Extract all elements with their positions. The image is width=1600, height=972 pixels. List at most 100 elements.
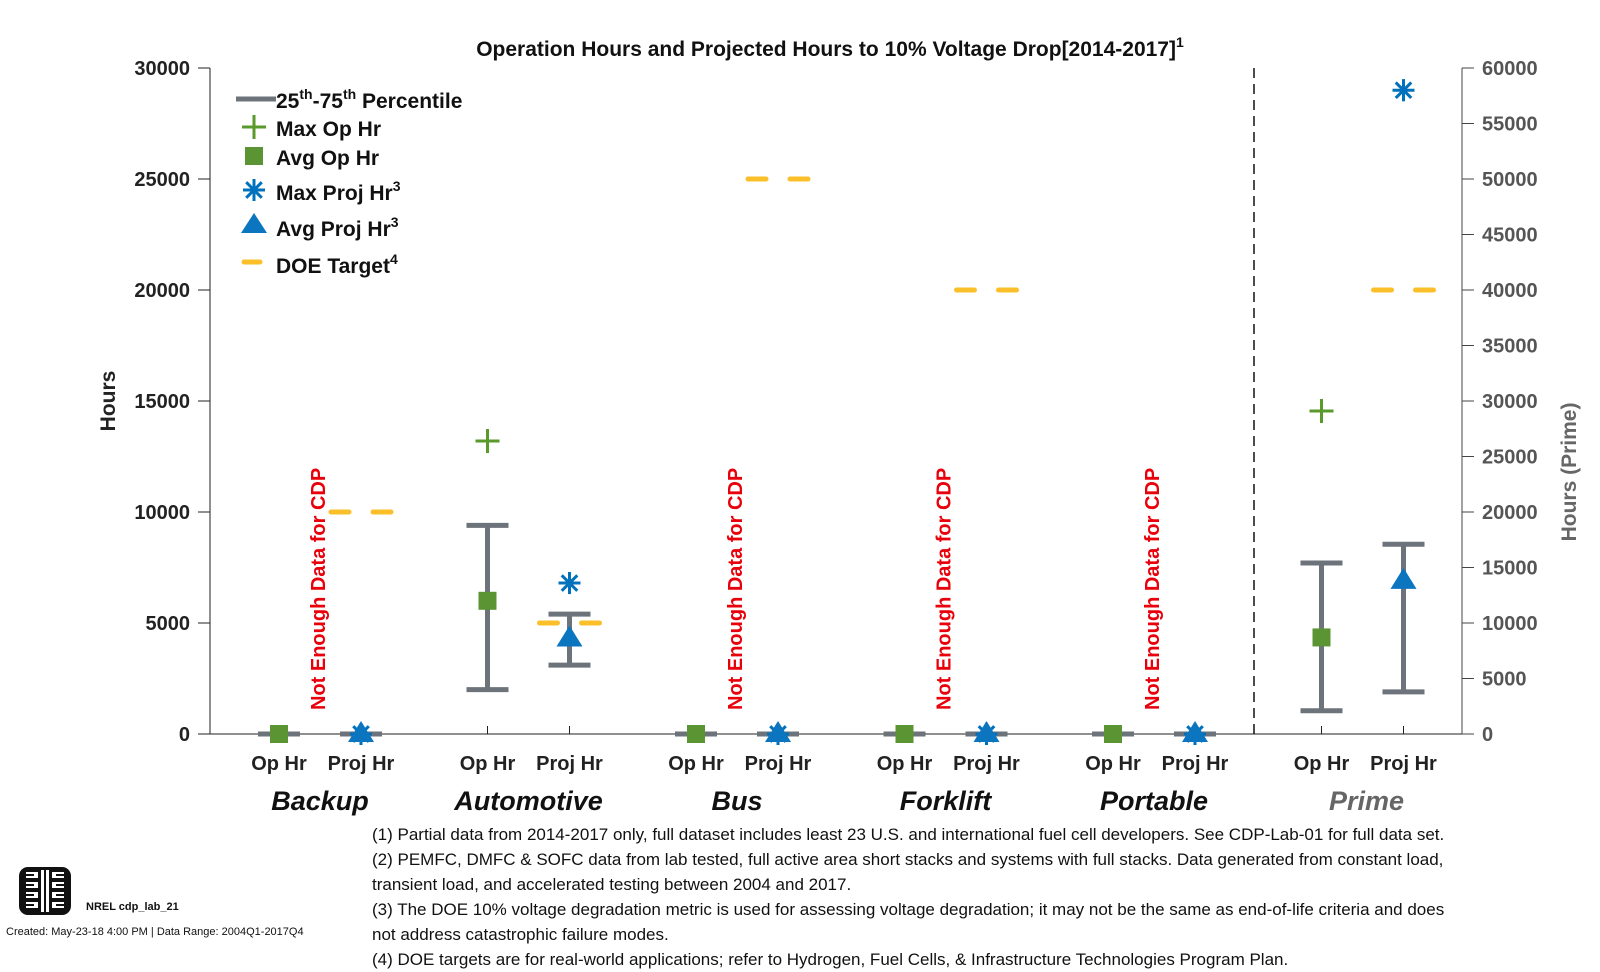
y-tick-label-right: 10000 (1482, 613, 1538, 635)
legend-label: DOE Target4 (276, 251, 398, 278)
avg-proj-marker (556, 625, 583, 647)
chart-title: Operation Hours and Projected Hours to 1… (476, 34, 1184, 61)
x-tick-label-op: Op Hr (1294, 753, 1350, 775)
category-label: Automotive (453, 786, 603, 816)
y-tick-label-left: 0 (179, 724, 190, 746)
legend-text: 25 (276, 90, 300, 113)
insufficient-data-note: Not Enough Data for CDP (308, 468, 330, 710)
legend-text: Max Proj Hr (276, 182, 393, 205)
x-tick-label-op: Op Hr (1085, 753, 1141, 775)
y-tick-label-right: 60000 (1482, 58, 1538, 80)
legend-text: Max Op Hr (276, 118, 381, 141)
y-tick-label-right: 40000 (1482, 280, 1538, 302)
axes: 0 5000 10000 15000 20000 25000 30000 Hours 0 5000… (97, 58, 1581, 816)
legend-label: 25th-75th Percentile (276, 86, 462, 113)
max-op-marker (1309, 398, 1334, 423)
x-tick-label-proj: Proj Hr (1370, 753, 1437, 775)
y-tick-label-right: 45000 (1482, 225, 1538, 247)
y-tick-label-right: 5000 (1482, 669, 1527, 691)
avg-op-marker (270, 725, 288, 743)
y-tick-label-left: 10000 (134, 502, 190, 524)
y-tick-label-right: 50000 (1482, 169, 1538, 191)
y-tick-label-right: 25000 (1482, 447, 1538, 469)
y-tick-label-left: 20000 (134, 280, 190, 302)
insufficient-data-note: Not Enough Data for CDP (725, 468, 747, 710)
y-tick-label-right: 20000 (1482, 502, 1538, 524)
legend-label: Max Proj Hr3 (276, 178, 401, 205)
legend-superscript: 3 (393, 178, 401, 194)
category-label: Forklift (900, 786, 993, 816)
y-tick-label-right: 35000 (1482, 336, 1538, 358)
created-date: Created: May-23-18 4:00 PM | Data Range:… (6, 926, 304, 938)
x-tick-label-proj: Proj Hr (1162, 753, 1229, 775)
y-tick-label-right: 30000 (1482, 391, 1538, 413)
y-tick-label-right: 15000 (1482, 558, 1538, 580)
y-tick-label-right: 55000 (1482, 114, 1538, 136)
proj-percentile-whisker (1382, 541, 1425, 695)
y-tick-label-left: 30000 (134, 58, 190, 80)
x-tick-label-op: Op Hr (460, 753, 516, 775)
avg-proj-marker (348, 721, 374, 742)
title-superscript: 1 (1176, 34, 1184, 50)
chart-id: NREL cdp_lab_21 (86, 901, 179, 913)
nrel-logo-icon (18, 866, 72, 916)
avg-op-marker (478, 591, 497, 610)
footnote-2: (2) PEMFC, DMFC & SOFC data from lab tes… (372, 850, 1444, 869)
legend-text: Avg Op Hr (276, 147, 379, 170)
insufficient-data-note: Not Enough Data for CDP (934, 468, 956, 710)
x-tick-label-proj: Proj Hr (328, 753, 395, 775)
avg-proj-marker (1390, 567, 1417, 589)
category-label: Bus (711, 786, 762, 816)
legend-asterisk-icon (243, 179, 265, 201)
max-proj-marker (1392, 79, 1415, 102)
footnotes: (1) Partial data from 2014-2017 only, fu… (372, 822, 1597, 972)
avg-proj-marker (765, 721, 791, 742)
y-tick-label-left: 5000 (146, 613, 191, 635)
y-tick-label-left: 25000 (134, 169, 190, 191)
category-label: Prime (1329, 786, 1404, 816)
x-tick-label-proj: Proj Hr (953, 753, 1020, 775)
legend-text: DOE Target (276, 255, 390, 278)
legend-superscript: th (343, 86, 356, 102)
max-proj-marker (558, 572, 581, 595)
legend-plus-icon (242, 115, 266, 139)
y-axis-label-right: Hours (Prime) (1558, 403, 1581, 542)
legend-triangle-icon (241, 213, 267, 233)
footnote-2-cont: transient load, and accelerated testing … (372, 875, 852, 894)
legend-text: -75 (313, 90, 344, 113)
avg-op-marker (1312, 628, 1331, 647)
legend-text: Percentile (356, 90, 462, 113)
category-label: Backup (271, 786, 369, 816)
avg-op-marker (1104, 725, 1122, 743)
avg-proj-marker (1182, 721, 1208, 742)
y-tick-label-right: 0 (1482, 724, 1493, 746)
avg-op-marker (895, 725, 914, 743)
legend-text: Avg Proj Hr (276, 218, 391, 241)
insufficient-data-note: Not Enough Data for CDP (1142, 468, 1164, 710)
avg-op-marker (687, 725, 705, 743)
legend-square-icon (245, 147, 263, 165)
x-tick-label-op: Op Hr (668, 753, 724, 775)
footnote-3: (3) The DOE 10% voltage degradation metr… (372, 900, 1445, 919)
x-tick-label-proj: Proj Hr (536, 753, 603, 775)
title-text: Operation Hours and Projected Hours to 1… (476, 38, 1176, 61)
y-axis-label-left: Hours (97, 371, 120, 432)
y-tick-label-left: 15000 (134, 391, 190, 413)
category-label: Portable (1100, 786, 1208, 816)
x-tick-label-op: Op Hr (251, 753, 307, 775)
data-marks: Not Enough Data for CDP Not Enough Data f… (258, 79, 1436, 745)
avg-proj-marker (973, 721, 1000, 742)
x-tick-label-proj: Proj Hr (745, 753, 812, 775)
legend-label: Avg Proj Hr3 (276, 214, 399, 241)
footnote-1: (1) Partial data from 2014-2017 only, fu… (372, 825, 1445, 844)
legend-superscript: 4 (390, 251, 398, 267)
legend-superscript: th (299, 86, 312, 102)
legend-label: Avg Op Hr (276, 147, 379, 170)
legend-superscript: 3 (391, 214, 399, 230)
footnote-3-cont: not address catastrophic failure modes. (372, 925, 669, 944)
x-tick-label-op: Op Hr (877, 753, 933, 775)
legend-label: Max Op Hr (276, 118, 381, 141)
max-op-marker (475, 428, 500, 453)
